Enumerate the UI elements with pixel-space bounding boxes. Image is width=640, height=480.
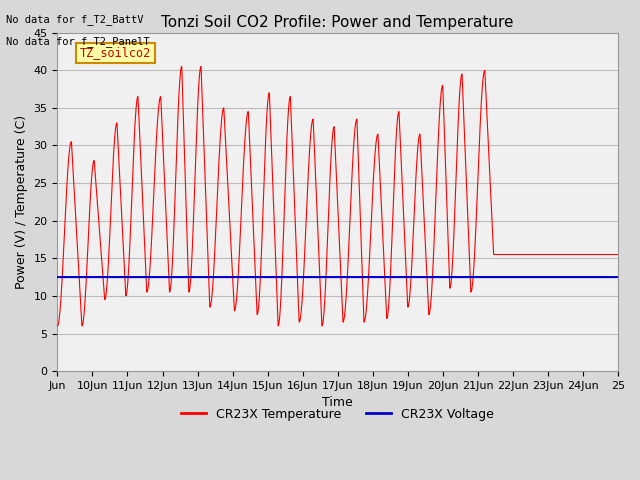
Text: No data for f_T2_BattV: No data for f_T2_BattV [6,14,144,25]
Legend: CR23X Temperature, CR23X Voltage: CR23X Temperature, CR23X Voltage [176,403,499,426]
Title: Tonzi Soil CO2 Profile: Power and Temperature: Tonzi Soil CO2 Profile: Power and Temper… [161,15,514,30]
Text: TZ_soilco2: TZ_soilco2 [80,46,151,59]
Text: No data for f_T2_PanelT: No data for f_T2_PanelT [6,36,150,47]
Y-axis label: Power (V) / Temperature (C): Power (V) / Temperature (C) [15,115,28,289]
X-axis label: Time: Time [323,396,353,409]
